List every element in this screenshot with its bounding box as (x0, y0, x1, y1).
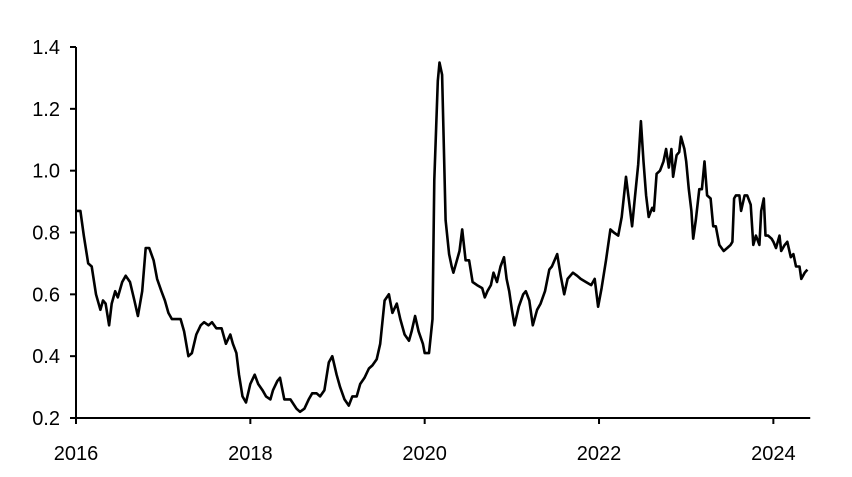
y-tick-label: 0.8 (32, 223, 60, 245)
axes (70, 46, 811, 424)
y-tick-label: 0.2 (32, 408, 60, 430)
x-tick-label: 2024 (751, 443, 796, 465)
y-tick-label: 1.4 (32, 37, 60, 59)
y-tick-label: 0.6 (32, 284, 60, 306)
y-tick-label: 0.4 (32, 346, 60, 368)
x-tick-label: 2022 (577, 443, 622, 465)
y-tick-label: 1.2 (32, 99, 60, 121)
series-line (76, 61, 809, 414)
y-tick-label: 1.0 (32, 161, 60, 183)
x-tick-label: 2016 (54, 443, 99, 465)
x-tick-label: 2020 (402, 443, 447, 465)
tick-labels: 0.2 0.4 0.6 0.8 1.0 1.2 1.4 2016 2018 2020 2022 202… (32, 37, 795, 465)
x-tick-label: 2018 (228, 443, 273, 465)
